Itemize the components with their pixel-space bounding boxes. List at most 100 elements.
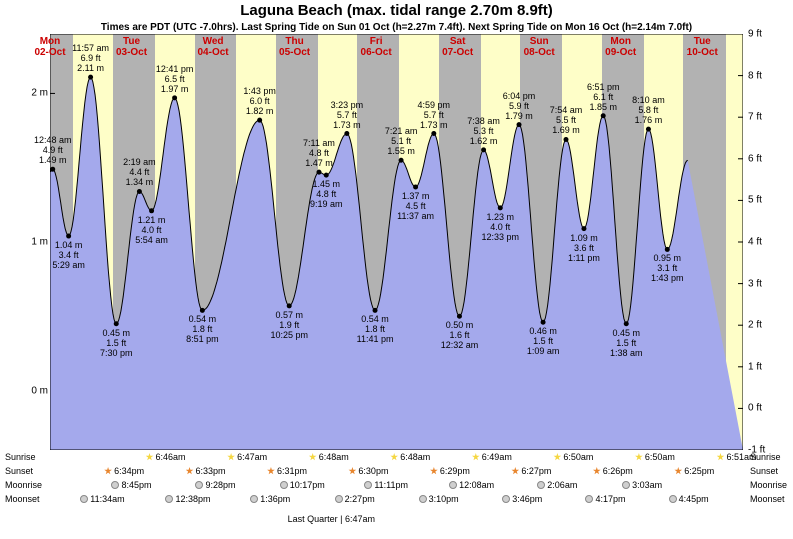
date-label: Tue03-Oct (116, 36, 147, 58)
tide-high-marker (50, 167, 55, 172)
tide-low-marker (373, 308, 378, 313)
time-text: 4:17pm (595, 494, 625, 504)
date-dow: Fri (370, 36, 383, 47)
moonrise-time: 3:03am (622, 480, 662, 490)
sunrise-time: 6:50am (635, 452, 675, 462)
time-text: 6:31pm (277, 466, 307, 476)
sunset-icon (267, 467, 275, 475)
sunset-time: 6:34pm (104, 466, 144, 476)
moonset-time: 1:36pm (250, 494, 290, 504)
moon-icon (622, 481, 630, 489)
time-text: 6:50am (645, 452, 675, 462)
sunset-icon (430, 467, 438, 475)
sun-moon-row-moonrise: MoonriseMoonrise8:45pm9:28pm10:17pm11:11… (50, 480, 743, 494)
moon-icon (364, 481, 372, 489)
sunset-time: 6:31pm (267, 466, 307, 476)
sunrise-time: 6:48am (390, 452, 430, 462)
tide-low-marker (324, 173, 329, 178)
moon-icon (502, 495, 510, 503)
sunset-icon (348, 467, 356, 475)
time-text: 3:46pm (512, 494, 542, 504)
row-label-left: Sunrise (5, 452, 36, 462)
time-text: 8:45pm (121, 480, 151, 490)
tide-low-marker (665, 247, 670, 252)
row-label-left: Sunset (5, 466, 33, 476)
time-text: 12:08am (459, 480, 494, 490)
chart-title: Laguna Beach (max. tidal range 2.70m 8.9… (0, 2, 793, 19)
time-text: 2:27pm (345, 494, 375, 504)
sun-moon-table: SunriseSunrise6:46am6:47am6:48am6:48am6:… (50, 452, 743, 508)
tide-high-marker (344, 131, 349, 136)
date-dow: Wed (203, 36, 224, 47)
time-text: 6:46am (156, 452, 186, 462)
date-dow: Tue (123, 36, 140, 47)
sunset-time: 6:26pm (593, 466, 633, 476)
y-axis-meters: 0 m1 m2 m (20, 34, 48, 450)
moon-icon (195, 481, 203, 489)
sunrise-icon (635, 453, 643, 461)
time-text: 1:36pm (260, 494, 290, 504)
date-dom: 08-Oct (524, 47, 555, 58)
tide-high-marker (88, 75, 93, 80)
sunrise-icon (227, 453, 235, 461)
sunrise-icon (390, 453, 398, 461)
time-text: 11:11pm (374, 480, 408, 490)
sunset-time: 6:30pm (348, 466, 388, 476)
sunset-icon (674, 467, 682, 475)
date-dom: 04-Oct (197, 47, 228, 58)
time-text: 6:26pm (603, 466, 633, 476)
time-text: 2:06am (547, 480, 577, 490)
sunrise-time: 6:47am (227, 452, 267, 462)
y-tick-ft: 8 ft (748, 70, 762, 81)
time-text: 3:10pm (429, 494, 459, 504)
time-text: 6:25pm (684, 466, 714, 476)
tide-high-marker (431, 131, 436, 136)
row-label-right: Moonrise (750, 480, 787, 490)
date-dom: 06-Oct (361, 47, 392, 58)
date-label: Wed04-Oct (197, 36, 228, 58)
moon-icon (449, 481, 457, 489)
time-text: 6:51am (727, 452, 757, 462)
tide-high-marker (601, 113, 606, 118)
time-text: 9:28pm (205, 480, 235, 490)
y-tick-m: 1 m (31, 237, 48, 248)
tide-high-marker (257, 118, 262, 123)
y-tick-ft: 6 ft (748, 153, 762, 164)
tide-high-marker (564, 137, 569, 142)
time-text: 4:45pm (679, 494, 709, 504)
moonrise-time: 12:08am (449, 480, 494, 490)
sunrise-icon (309, 453, 317, 461)
time-text: 3:03am (632, 480, 662, 490)
tide-low-marker (149, 208, 154, 213)
moon-icon (585, 495, 593, 503)
time-text: 11:34am (90, 494, 124, 504)
date-dom: 03-Oct (116, 47, 147, 58)
moonrise-time: 10:17pm (280, 480, 325, 490)
date-label: Sun08-Oct (524, 36, 555, 58)
moonset-time: 11:34am (80, 494, 124, 504)
sunset-time: 6:29pm (430, 466, 470, 476)
tide-high-marker (316, 170, 321, 175)
date-label: Thu05-Oct (279, 36, 310, 58)
row-label-left: Moonrise (5, 480, 42, 490)
date-dom: 05-Oct (279, 47, 310, 58)
time-text: 12:38pm (175, 494, 210, 504)
y-tick-m: 2 m (31, 88, 48, 99)
tide-curve (50, 34, 743, 450)
moonset-time: 2:27pm (335, 494, 375, 504)
sunset-icon (511, 467, 519, 475)
chart-subtitle: Times are PDT (UTC -7.0hrs). Last Spring… (0, 22, 793, 33)
sunset-icon (186, 467, 194, 475)
moon-icon (80, 495, 88, 503)
sun-moon-row-moonset: MoonsetMoonset11:34am12:38pm1:36pm2:27pm… (50, 494, 743, 508)
tide-area-fill (50, 77, 743, 450)
date-label: Tue10-Oct (687, 36, 718, 58)
tide-high-marker (137, 189, 142, 194)
time-text: 6:49am (482, 452, 512, 462)
moonrise-time: 2:06am (537, 480, 577, 490)
row-label-left: Moonset (5, 494, 40, 504)
sunrise-time: 6:48am (309, 452, 349, 462)
date-dow: Thu (285, 36, 303, 47)
moon-icon (419, 495, 427, 503)
tide-low-marker (498, 205, 503, 210)
